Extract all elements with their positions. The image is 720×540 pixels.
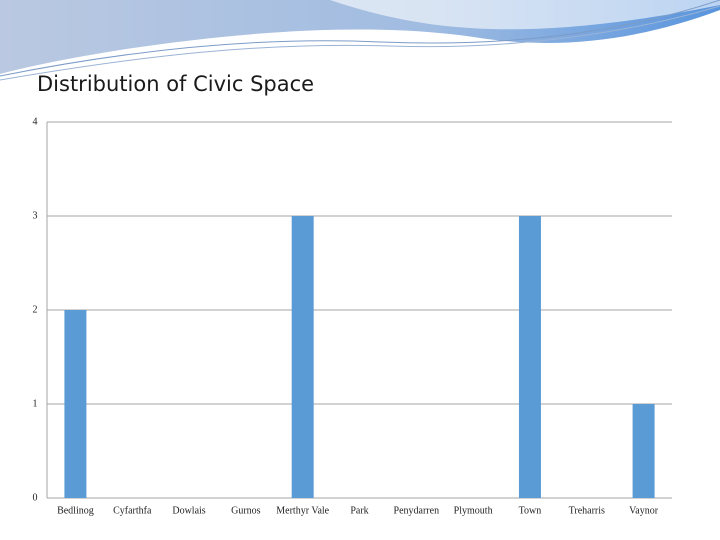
bar	[632, 404, 655, 498]
x-tick-label: Town	[519, 505, 542, 516]
y-tick-label: 0	[33, 492, 38, 503]
x-tick-label: Vaynor	[629, 505, 659, 516]
x-tick-label: Merthyr Vale	[276, 505, 329, 516]
y-tick-label: 4	[33, 116, 38, 127]
x-tick-label: Penydarren	[394, 505, 440, 516]
x-tick-label: Cyfarthfa	[113, 505, 152, 516]
bar	[291, 216, 314, 498]
x-tick-label: Bedlinog	[57, 505, 94, 516]
y-tick-label: 1	[33, 398, 38, 409]
chart-title: Distribution of Civic Space	[37, 72, 314, 96]
y-tick-label: 3	[33, 210, 38, 221]
x-tick-label: Dowlais	[172, 505, 205, 516]
bar	[64, 310, 87, 498]
x-tick-label: Park	[350, 505, 368, 516]
header-decoration	[0, 0, 720, 81]
x-tick-label: Treharris	[569, 505, 605, 516]
x-tick-label: Gurnos	[231, 505, 261, 516]
bar	[518, 216, 541, 498]
x-tick-label: Plymouth	[454, 505, 493, 516]
y-tick-label: 2	[33, 304, 38, 315]
